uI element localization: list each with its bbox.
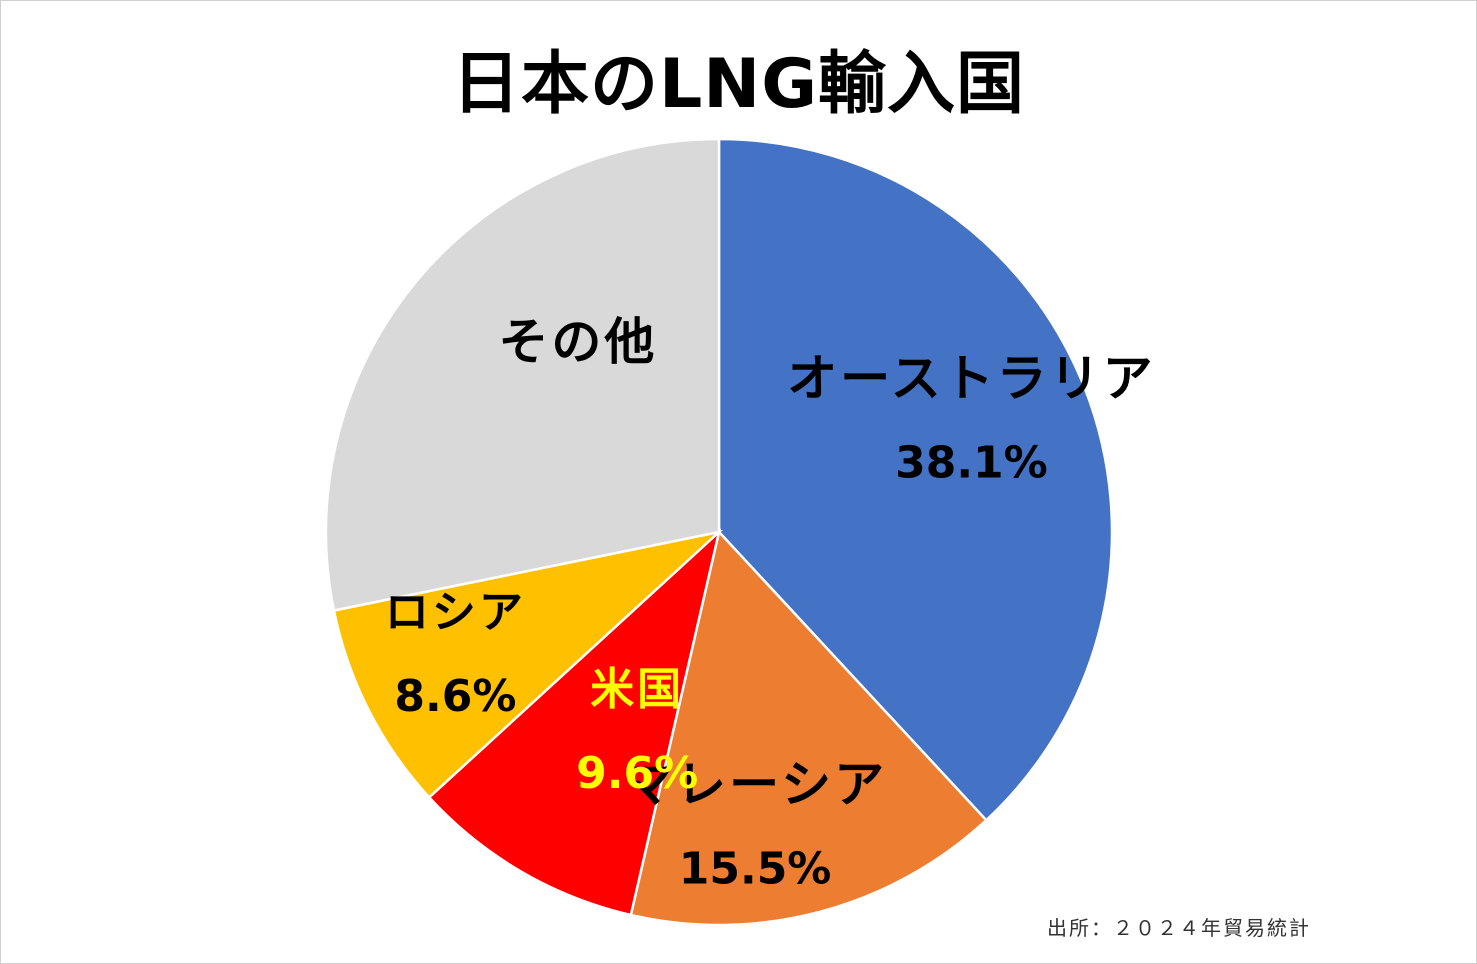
pie-slice-4 (332, 529, 724, 800)
pie-slice-5 (324, 137, 721, 612)
slice-value-label: 8.6% (394, 671, 516, 722)
slice-name-label: オーストラリア (787, 350, 1156, 408)
pie-slice-3 (427, 528, 722, 917)
chart-title: 日本のLNG輸入国 (451, 45, 1026, 124)
slice-name-label: 米国 (590, 664, 684, 715)
slice-value-label: 9.6% (576, 748, 698, 799)
pie-slice-1 (717, 137, 1114, 822)
pie-slice-2 (629, 529, 988, 927)
slice-name-label: ロシア (385, 587, 526, 638)
source-note: 出所：２０２４年貿易統計 (1047, 916, 1311, 940)
slice-name-label: その他 (498, 313, 657, 371)
slice-name-label: マレーシア (623, 755, 887, 813)
slice-value-label: 38.1% (895, 438, 1048, 489)
slice-value-label: 15.5% (679, 843, 832, 894)
